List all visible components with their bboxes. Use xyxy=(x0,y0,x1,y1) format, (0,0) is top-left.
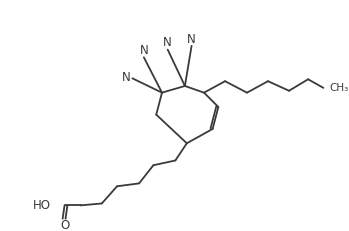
Text: CH₃: CH₃ xyxy=(329,83,348,93)
Text: N: N xyxy=(122,71,131,84)
Text: N: N xyxy=(140,44,148,57)
Text: HO: HO xyxy=(33,199,51,212)
Text: N: N xyxy=(187,33,196,46)
Text: N: N xyxy=(163,36,172,49)
Text: O: O xyxy=(60,219,69,231)
